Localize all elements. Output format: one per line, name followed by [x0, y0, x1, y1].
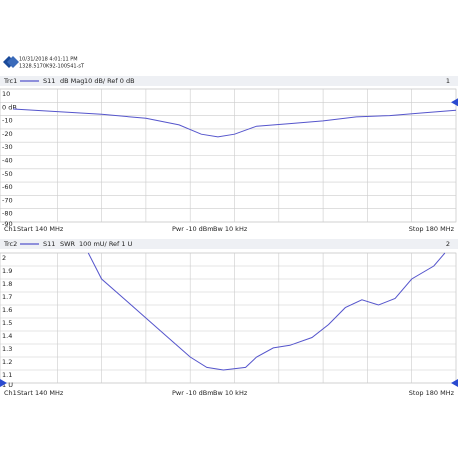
y-tick-label: -60	[2, 183, 13, 191]
reference-marker	[451, 98, 458, 107]
y-tick-label: 1.4	[2, 332, 12, 340]
trace-number: 2	[446, 240, 450, 248]
y-tick-label: 1.6	[2, 306, 12, 314]
y-tick-label: 10	[2, 90, 10, 98]
trace-format: SWR	[60, 240, 76, 248]
y-tick-label: 1.2	[2, 358, 12, 366]
trace-line	[87, 252, 446, 371]
trace-name: Trc2	[3, 240, 17, 248]
start-frequency: Start 140 MHz	[17, 389, 64, 397]
y-tick-label: -80	[2, 210, 13, 218]
stop-frequency: Stop 180 MHz	[409, 389, 455, 397]
start-frequency: Start 140 MHz	[17, 225, 64, 233]
y-tick-label: 1.9	[2, 267, 12, 275]
y-tick-label: 2	[2, 254, 6, 262]
y-tick-label: 0 dB	[2, 103, 17, 111]
logo	[3, 56, 19, 68]
y-tick-label: 1 U	[2, 381, 13, 389]
legend-label: S11	[43, 240, 55, 248]
trace-header	[0, 239, 458, 249]
bandwidth: Bw 10 kHz	[213, 389, 248, 397]
y-tick-label: -20	[2, 130, 13, 138]
y-tick-label: -30	[2, 143, 13, 151]
y-tick-label: 1.1	[2, 371, 12, 379]
y-tick-label: -70	[2, 196, 13, 204]
trace-number: 1	[446, 77, 450, 85]
reference-marker	[0, 379, 7, 387]
y-tick-label: -50	[2, 170, 13, 178]
trace-scale: 10 dB/ Ref 0 dB	[84, 77, 135, 85]
y-tick-label: 1.5	[2, 319, 12, 327]
channel: Ch1	[4, 389, 17, 397]
y-tick-label: -40	[2, 157, 13, 165]
power: Pwr -10 dBm	[172, 389, 214, 397]
y-tick-label: 1.3	[2, 345, 12, 353]
legend-label: S11	[43, 77, 55, 85]
serial: 1328.5170K92-100541-sT	[19, 64, 85, 70]
y-tick-label: -90	[2, 220, 13, 228]
trace-line	[12, 108, 457, 138]
trace-name: Trc1	[3, 77, 17, 85]
y-tick-label: 1.7	[2, 293, 12, 301]
channel: Ch1	[4, 225, 17, 233]
trace-scale: 100 mU/ Ref 1 U	[79, 240, 133, 248]
trace-format: dB Mag	[60, 77, 84, 85]
reference-marker	[451, 379, 458, 387]
bandwidth: Bw 10 kHz	[213, 225, 248, 233]
y-tick-label: 1.8	[2, 280, 12, 288]
power: Pwr -10 dBm	[172, 225, 214, 233]
trace-header	[0, 76, 458, 86]
stop-frequency: Stop 180 MHz	[409, 225, 455, 233]
y-tick-label: -10	[2, 117, 13, 125]
date: 10/31/2018 4:01:11 PM	[19, 57, 78, 63]
